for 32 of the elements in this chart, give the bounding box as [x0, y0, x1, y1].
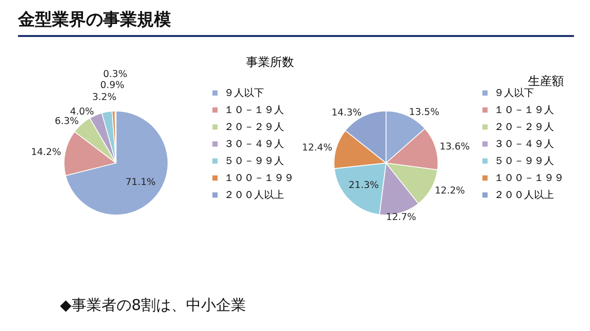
legend-label: ２００人以上: [224, 189, 284, 201]
legend-label: ２００人以上: [494, 189, 554, 201]
legend-label: １００－１９９: [494, 173, 564, 184]
text: 金型業界の事業規模: [18, 8, 574, 37]
legend-label: ９人以下: [494, 87, 534, 99]
legend-label: ２０－２９人: [224, 122, 284, 133]
text: ◆事業者の8割は、中小企業: [60, 296, 246, 315]
data-label: 12.7%: [386, 212, 416, 223]
data-label: 6.3%: [54, 116, 79, 128]
legend-label: ３０－４９人: [224, 139, 284, 150]
legend-label: ９人以下: [224, 87, 264, 99]
legend-label: ５０－９９人: [494, 156, 554, 167]
legend-label: ５０－９９人: [224, 156, 284, 167]
data-label: 0.9%: [100, 80, 124, 92]
legend-label: ３０－４９人: [494, 139, 554, 150]
data-label: 12.4%: [302, 142, 332, 154]
data-label: 4.0%: [70, 106, 94, 118]
chart-title: 事業所数: [246, 55, 294, 70]
data-label: 3.2%: [92, 92, 116, 104]
data-label: 21.3%: [348, 180, 379, 191]
chart-title: 生産額: [528, 74, 564, 88]
data-label: 13.5%: [409, 106, 440, 118]
legend-label: １０－１９人: [494, 105, 554, 116]
legend-label: ２０－２９人: [494, 122, 554, 133]
data-label: 14.2%: [30, 146, 62, 158]
data-label: 14.3%: [331, 108, 362, 119]
legend-label: １０－１９人: [224, 105, 284, 116]
legend-label: １００－１９９: [224, 173, 294, 184]
data-label: 12.2%: [434, 186, 465, 197]
data-label: 71.1%: [126, 177, 156, 188]
data-label: 13.6%: [440, 142, 470, 153]
data-label: 0.3%: [103, 69, 128, 80]
